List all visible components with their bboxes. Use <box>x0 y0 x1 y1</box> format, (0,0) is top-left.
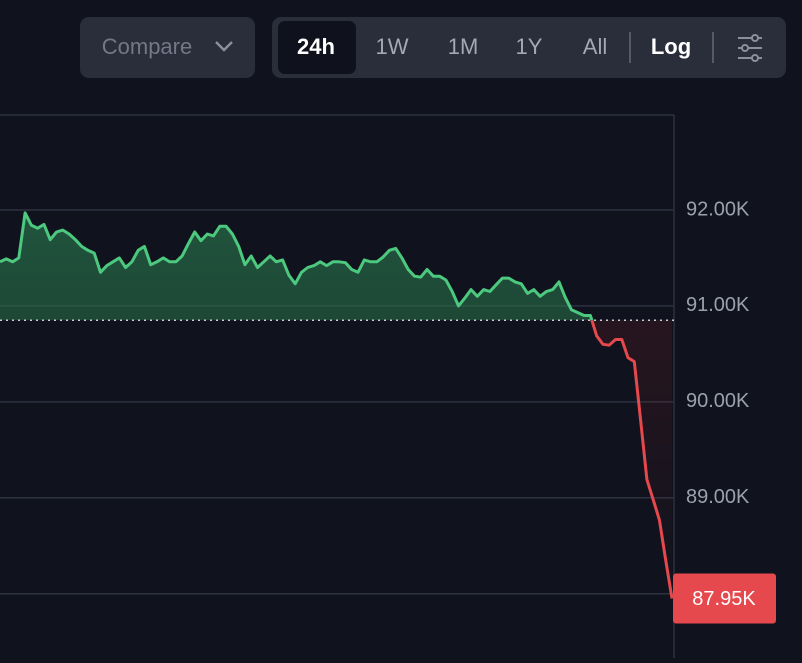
range-button[interactable]: 1M <box>448 34 479 59</box>
y-tick-label: 89.00K <box>686 486 750 508</box>
y-tick-label: 92.00K <box>686 198 750 220</box>
chevron-icon <box>215 41 233 52</box>
range-button[interactable]: 1W <box>376 34 409 59</box>
toolbar: Compare Log <box>80 17 786 78</box>
compare-label: Compare <box>102 34 192 59</box>
settings-icon[interactable] <box>738 34 762 62</box>
price-line-up <box>0 211 594 321</box>
area-up <box>0 212 592 321</box>
active-range-bg <box>278 21 356 74</box>
log-button[interactable]: Log <box>651 34 691 59</box>
range-button[interactable]: 1Y <box>516 34 543 59</box>
range-button[interactable]: All <box>583 34 607 59</box>
price-badge <box>673 573 776 624</box>
range-button[interactable]: 24h <box>297 34 335 59</box>
range-group <box>272 17 786 78</box>
y-tick-label: 90.00K <box>686 390 750 412</box>
price-badge-label: 87.95K <box>692 588 756 610</box>
compare-button[interactable] <box>80 17 255 78</box>
plot: 92.00K 91.00K 90.00K 89.00K <box>0 114 750 658</box>
y-tick-label: 91.00K <box>686 294 750 316</box>
